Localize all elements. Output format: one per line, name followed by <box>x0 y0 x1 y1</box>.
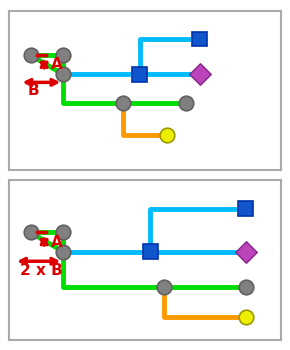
FancyBboxPatch shape <box>132 67 147 82</box>
Point <box>28 230 33 235</box>
FancyBboxPatch shape <box>192 32 207 47</box>
Point <box>28 52 33 58</box>
Point <box>61 72 66 77</box>
Point <box>244 314 248 320</box>
Point <box>244 284 248 289</box>
Point <box>164 132 169 138</box>
Point <box>244 249 248 254</box>
Point <box>197 72 202 77</box>
Point <box>121 100 126 106</box>
Point <box>61 230 66 235</box>
FancyBboxPatch shape <box>143 244 158 259</box>
Text: 2 x B: 2 x B <box>20 263 62 278</box>
Point <box>162 284 166 289</box>
Point <box>184 100 188 106</box>
Text: B: B <box>28 83 39 98</box>
FancyBboxPatch shape <box>238 201 253 216</box>
Point <box>61 52 66 58</box>
Text: A: A <box>51 56 63 71</box>
Point <box>61 249 66 254</box>
Text: A: A <box>51 234 63 250</box>
